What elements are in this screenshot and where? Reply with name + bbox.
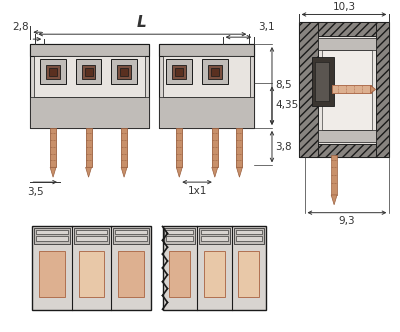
Bar <box>118 251 144 297</box>
Polygon shape <box>176 167 182 177</box>
Bar <box>111 59 137 84</box>
Bar <box>36 236 68 241</box>
Bar <box>176 128 182 167</box>
Text: L: L <box>137 15 147 30</box>
Bar <box>121 128 127 167</box>
Bar <box>202 59 228 84</box>
Polygon shape <box>370 85 376 93</box>
Bar <box>236 236 262 241</box>
Bar <box>175 68 183 76</box>
Bar <box>166 236 193 241</box>
Polygon shape <box>331 195 337 205</box>
Bar <box>82 65 96 79</box>
Bar <box>76 230 107 234</box>
Bar <box>318 130 376 142</box>
Bar <box>162 226 266 310</box>
Bar <box>158 44 254 56</box>
Bar <box>76 236 107 241</box>
Bar <box>115 230 147 234</box>
Bar <box>30 97 149 128</box>
Bar <box>40 59 66 84</box>
Bar <box>318 36 376 144</box>
Text: 3,5: 3,5 <box>28 187 44 197</box>
Bar <box>113 228 149 244</box>
Bar <box>164 228 195 244</box>
Text: 10,3: 10,3 <box>332 2 356 12</box>
Bar <box>201 236 228 241</box>
Polygon shape <box>236 167 242 177</box>
Bar <box>234 228 264 244</box>
Bar <box>34 228 70 244</box>
Polygon shape <box>212 167 218 177</box>
Bar <box>50 128 56 167</box>
Bar <box>315 62 329 101</box>
Text: 4,35: 4,35 <box>275 100 298 110</box>
Polygon shape <box>121 167 127 177</box>
Bar <box>204 251 225 297</box>
Bar <box>120 68 128 76</box>
Polygon shape <box>50 167 56 177</box>
Bar <box>86 128 92 167</box>
Text: 8,5: 8,5 <box>275 80 292 91</box>
Bar <box>318 22 376 36</box>
Bar <box>158 44 254 128</box>
Bar <box>36 230 68 234</box>
Bar <box>76 59 101 84</box>
Bar <box>34 56 145 97</box>
Bar <box>212 128 218 167</box>
Bar <box>322 50 372 130</box>
Bar <box>74 228 109 244</box>
Text: 1x1: 1x1 <box>187 186 207 196</box>
Bar <box>208 65 222 79</box>
Bar <box>166 230 193 234</box>
Bar <box>158 97 254 128</box>
Bar <box>376 22 389 157</box>
Text: 3,1: 3,1 <box>258 22 275 32</box>
Bar <box>170 251 190 297</box>
Bar <box>299 22 318 157</box>
Bar <box>115 236 147 241</box>
Text: 3,8: 3,8 <box>275 142 292 152</box>
Bar <box>199 228 230 244</box>
Bar <box>32 226 151 310</box>
Bar <box>117 65 131 79</box>
Bar <box>201 230 228 234</box>
Bar <box>166 59 192 84</box>
Bar <box>211 68 219 76</box>
Bar <box>30 44 149 56</box>
Bar <box>172 65 186 79</box>
Text: 9,3: 9,3 <box>339 216 355 226</box>
Bar <box>318 144 376 157</box>
Bar <box>79 251 104 297</box>
Bar <box>312 57 334 106</box>
Text: 2,8: 2,8 <box>12 22 28 32</box>
Bar <box>49 68 57 76</box>
Polygon shape <box>86 167 92 177</box>
Bar <box>331 155 337 195</box>
Bar <box>318 38 376 50</box>
Bar <box>39 251 65 297</box>
Bar <box>30 44 149 128</box>
Bar <box>332 85 370 93</box>
Bar <box>299 22 389 157</box>
Bar <box>85 68 92 76</box>
Bar <box>236 230 262 234</box>
Bar <box>162 56 250 97</box>
Bar <box>46 65 60 79</box>
Bar <box>238 251 259 297</box>
Bar <box>236 128 242 167</box>
